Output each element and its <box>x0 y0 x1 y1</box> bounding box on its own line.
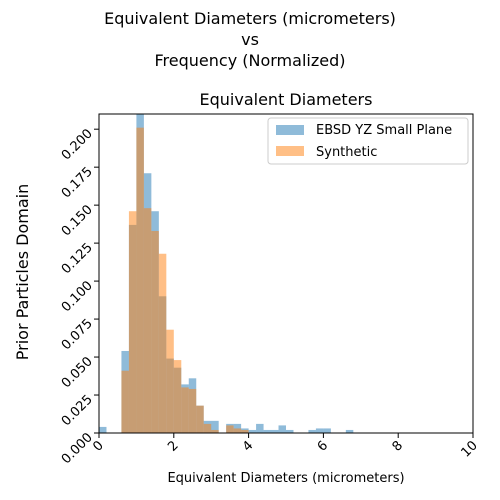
x-tick-label: 8 <box>390 438 406 454</box>
y-tick-label: 0.075 <box>59 316 96 353</box>
y-tick-label: 0.150 <box>59 202 96 239</box>
y-tick-label: 0.100 <box>59 278 96 315</box>
bar-ebsd <box>256 423 264 433</box>
chart-title: Equivalent Diameters <box>200 90 373 109</box>
bar-synthetic <box>158 253 167 433</box>
bar-synthetic <box>211 429 219 433</box>
suptitle-line-2: vs <box>241 30 259 49</box>
bar-synthetic <box>136 127 144 434</box>
x-tick-label: 4 <box>240 438 256 454</box>
bar-synthetic <box>233 428 242 433</box>
x-tick-label: 2 <box>165 438 181 454</box>
bar-ebsd <box>278 425 286 433</box>
bar-ebsd <box>263 429 279 433</box>
suptitle-line-3: Frequency (Normalized) <box>155 51 346 70</box>
y-tick-label: 0.125 <box>59 240 96 277</box>
bar-ebsd <box>308 429 316 433</box>
legend-box <box>267 117 469 165</box>
legend-label-ebsd: EBSD YZ Small Plane <box>316 123 452 138</box>
x-tick-label: 6 <box>315 438 331 454</box>
bar-synthetic <box>151 230 159 433</box>
suptitle-line-1: Equivalent Diameters (micrometers) <box>104 9 396 28</box>
legend-swatch-synthetic <box>276 146 304 156</box>
legend: EBSD YZ Small Plane Synthetic <box>267 117 469 165</box>
bar-ebsd <box>315 428 324 433</box>
histogram-bars <box>99 114 354 434</box>
bar-synthetic <box>226 425 234 433</box>
bar-synthetic <box>196 405 204 433</box>
bar-synthetic <box>128 211 137 433</box>
y-tick-label: 0.000 <box>59 430 96 467</box>
bar-synthetic <box>241 429 249 433</box>
y-tick-label: 0.050 <box>59 354 96 391</box>
bar-ebsd <box>345 429 354 433</box>
side-label: Prior Particles Domain <box>13 184 32 360</box>
legend-swatch-ebsd <box>276 125 304 135</box>
x-axis-label: Equivalent Diameters (micrometers) <box>167 471 404 486</box>
bar-synthetic <box>121 370 129 433</box>
bar-synthetic <box>203 423 212 433</box>
bar-synthetic <box>166 329 174 433</box>
bar-ebsd <box>286 429 294 433</box>
y-tick-label: 0.175 <box>59 164 96 201</box>
bar-synthetic <box>188 388 197 433</box>
bar-ebsd <box>99 426 107 433</box>
bar-synthetic <box>173 360 182 433</box>
y-tick-label: 0.200 <box>59 126 96 163</box>
bar-ebsd <box>248 429 257 433</box>
bar-ebsd <box>323 428 331 433</box>
y-tick-label: 0.025 <box>59 392 96 429</box>
x-tick-label: 10 <box>459 438 481 460</box>
plot-frame <box>98 113 474 434</box>
bar-synthetic <box>181 387 189 433</box>
legend-label-synthetic: Synthetic <box>316 145 377 160</box>
bar-synthetic <box>143 208 152 433</box>
